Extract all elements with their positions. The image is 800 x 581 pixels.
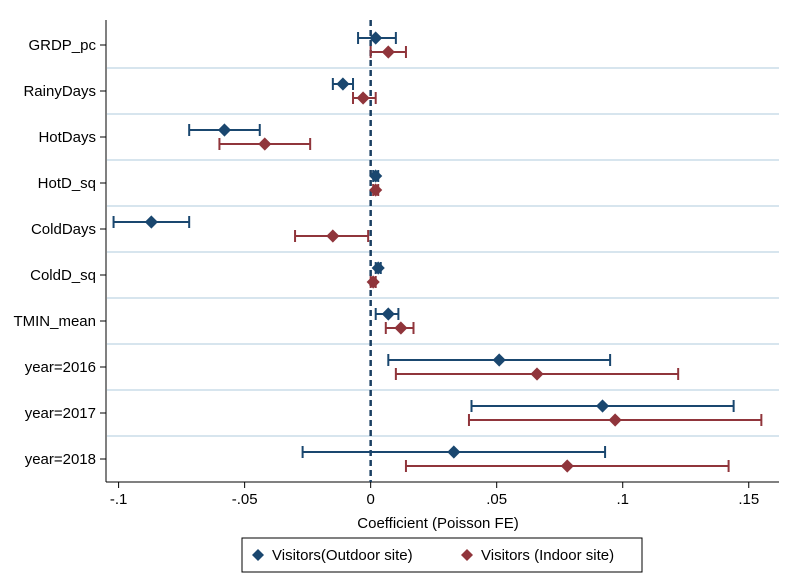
legend-box [241,537,643,573]
series-1-point-8 [387,353,612,367]
y-category-label: year=2017 [25,405,96,422]
estimate-marker [144,215,158,229]
y-category-label: HotDays [38,129,96,146]
estimate-marker [595,399,610,413]
legend-label-2: Visitors (Indoor site) [481,547,614,564]
series-1-point-10 [301,445,607,459]
x-tick-label: 0 [366,491,374,508]
series-2-point-8 [394,367,680,381]
series-2-point-1 [369,45,407,59]
series-2-point-9 [467,413,763,427]
estimate-marker [560,459,574,473]
estimate-marker [369,183,383,197]
x-tick-label: -.1 [110,491,128,508]
series-2-point-3 [218,137,312,151]
series-2-point-4 [369,183,383,197]
axes [100,20,779,488]
legend-marker-2 [461,549,473,561]
estimate-marker [447,445,461,459]
x-tick-label: .1 [616,491,629,508]
estimate-marker [366,275,380,289]
y-category-label: GRDP_pc [28,37,96,54]
series-2-point-10 [404,459,730,473]
estimate-marker [492,353,506,367]
data-marks [112,31,763,473]
series-1-point-1 [357,31,397,45]
series-1-point-4 [369,169,383,183]
series-1-point-3 [188,123,261,137]
series-2-point-6 [366,275,380,289]
x-tick-label: .15 [738,491,759,508]
legend-marker-1 [252,549,264,561]
x-axis-title: Coefficient (Poisson FE) [357,515,518,532]
series-1-point-6 [371,261,385,275]
series-2-point-2 [352,91,377,105]
estimate-marker [381,307,395,321]
series-1-point-5 [112,215,191,229]
estimate-marker [217,123,232,137]
y-category-label: TMIN_mean [13,313,96,330]
estimate-marker [530,367,544,381]
series-2-point-7 [384,321,415,335]
estimate-marker [371,261,385,275]
axis-labels: Coefficient (Poisson FE) -.1 -.05 0 .05 .1 .1… [13,37,759,532]
legend-label-1: Visitors(Outdoor site) [272,547,413,564]
y-category-label: RainyDays [23,83,96,100]
y-category-label: HotD_sq [38,175,96,192]
estimate-marker [369,169,383,183]
estimate-marker [258,137,272,151]
row-bands [107,67,779,437]
estimate-marker [381,45,395,59]
estimate-marker [608,413,622,427]
x-tick-label: .05 [486,491,507,508]
estimate-marker [369,31,383,45]
estimate-marker [336,77,350,91]
y-category-label: ColdD_sq [30,267,96,284]
series-2-point-5 [294,229,370,243]
x-tick-label: -.05 [232,491,258,508]
y-category-label: ColdDays [31,221,96,238]
estimate-marker [394,321,408,335]
estimate-marker [326,229,340,243]
legend: Visitors(Outdoor site) Visitors (Indoor s… [241,537,643,573]
series-1-point-7 [374,307,400,321]
estimate-marker [356,91,370,105]
series-1-point-9 [470,399,735,413]
series-1-point-2 [331,77,355,91]
y-category-label: year=2018 [25,451,96,468]
y-category-label: year=2016 [25,359,96,376]
